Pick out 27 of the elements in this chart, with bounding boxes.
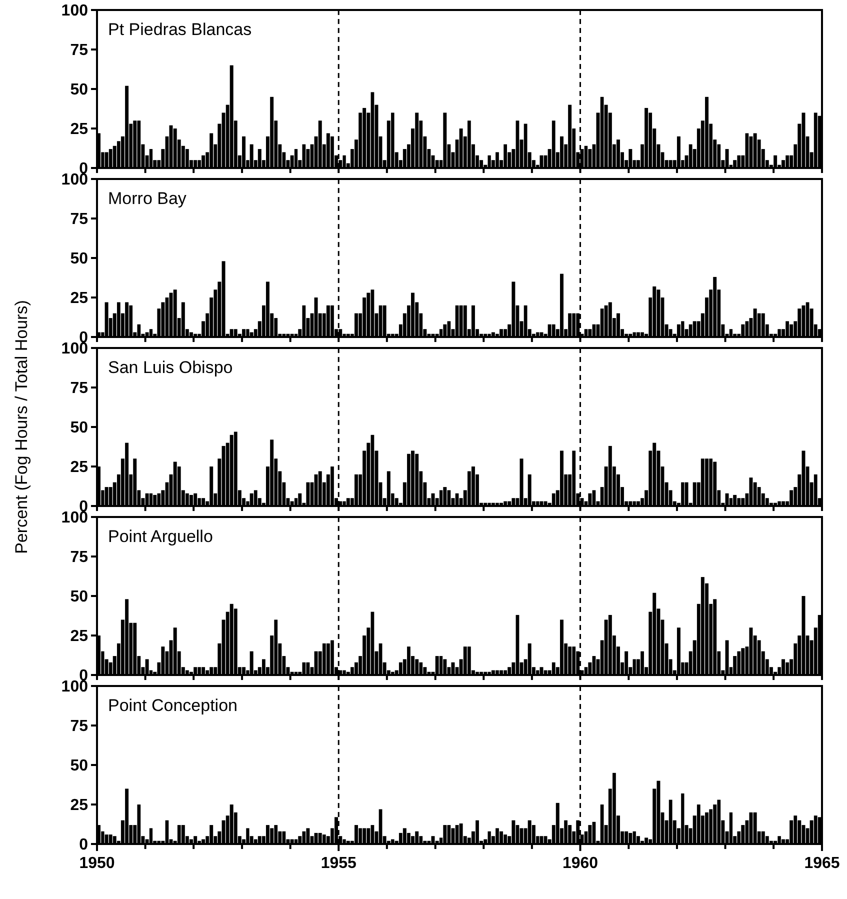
text: Point Conception — [108, 696, 238, 715]
y-tick-label: 50 — [70, 758, 88, 775]
y-tick-label: 25 — [70, 797, 88, 814]
text: San Luis Obispo — [108, 358, 233, 377]
text: Pt Piedras Blancas — [108, 20, 252, 39]
y-tick-label: 75 — [70, 380, 88, 398]
y-tick-label: 75 — [70, 549, 88, 566]
text: Morro Bay — [108, 189, 187, 208]
y-tick-label: 50 — [70, 82, 88, 99]
y-tick-label: 25 — [70, 628, 88, 646]
y-tick-label: 25 — [70, 121, 88, 138]
y-tick-label: 50 — [70, 250, 88, 268]
x-tick-label: 1960 — [562, 855, 598, 872]
y-tick-label: 75 — [70, 42, 88, 60]
y-tick-label: 75 — [70, 211, 88, 228]
y-tick-label: 50 — [70, 588, 88, 606]
text: Point Arguello — [108, 527, 213, 546]
y-tick-label: 75 — [70, 718, 88, 736]
y-tick-label: 0 — [79, 836, 88, 854]
y-tick-label: 100 — [61, 2, 88, 20]
x-tick-label: 1955 — [320, 855, 357, 872]
x-tick-label: 1965 — [804, 855, 840, 872]
y-tick-label: 50 — [70, 420, 88, 437]
y-tick-label: 25 — [70, 290, 88, 308]
x-tick-label: 1950 — [79, 855, 115, 872]
y-axis-title: Percent (Fog Hours / Total Hours) — [12, 300, 31, 554]
y-tick-label: 25 — [70, 459, 88, 476]
